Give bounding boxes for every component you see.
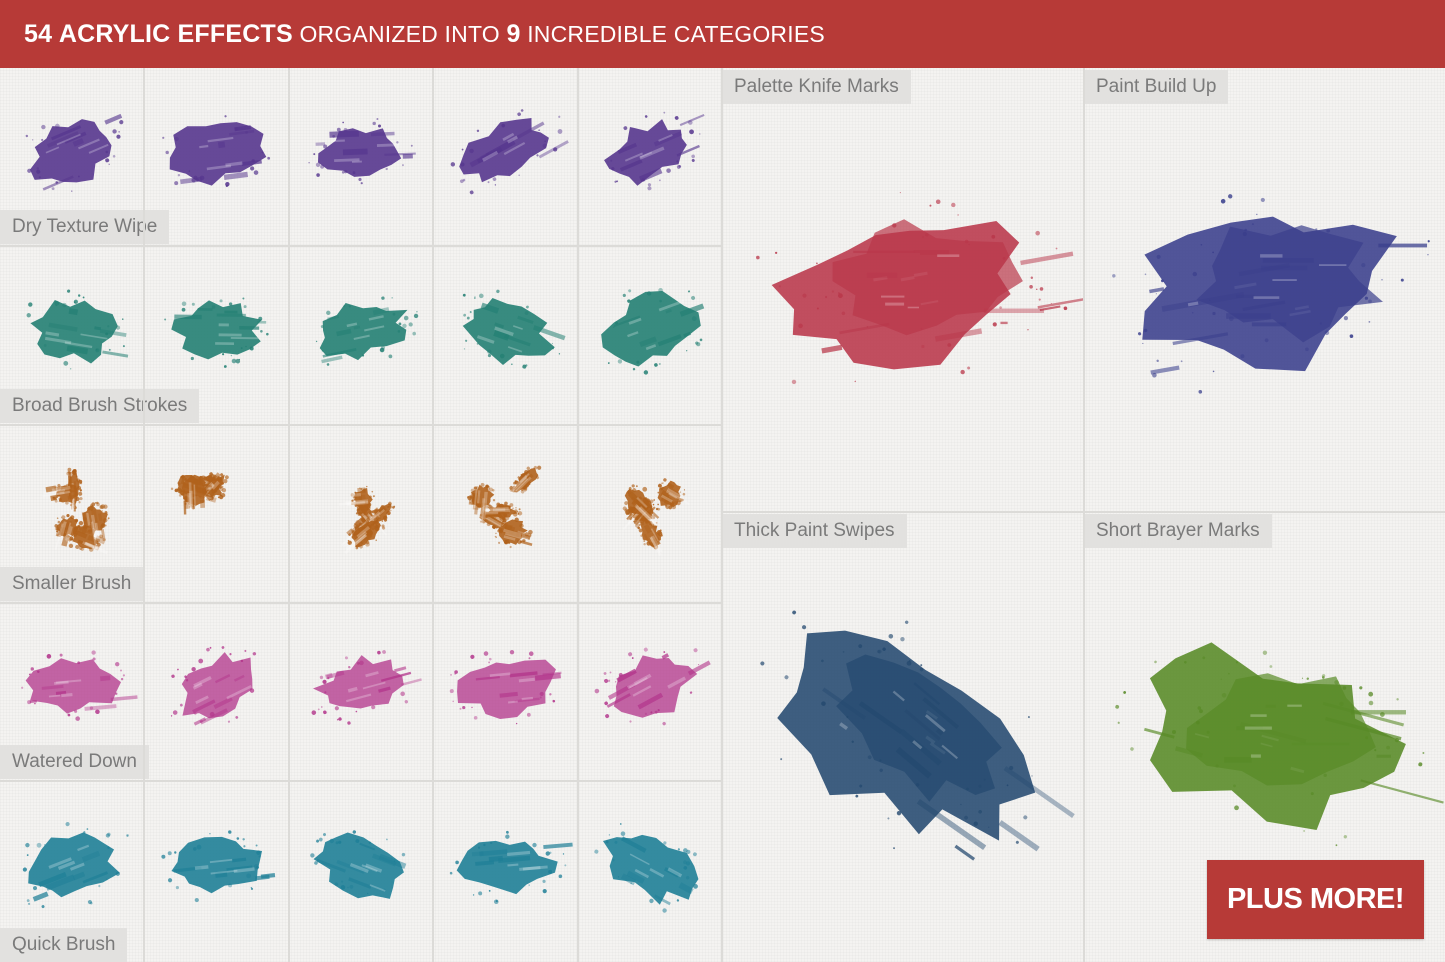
header-title: 54 ACRYLIC EFFECTS ORGANIZED INTO 9 INCR… — [24, 20, 825, 49]
effect-count: 54 — [24, 19, 53, 48]
grid-divider — [0, 602, 722, 604]
panel-label: Palette Knife Marks — [722, 70, 911, 104]
swatch-1-3 — [308, 118, 416, 185]
grid-divider — [1083, 68, 1085, 962]
swatch-4-4 — [449, 649, 562, 725]
panel-label: Thick Paint Swipes — [722, 514, 907, 548]
swatch-2-5 — [601, 287, 705, 375]
swatch-3-4 — [466, 465, 542, 549]
grid-divider — [577, 68, 579, 962]
swatch-5-3 — [310, 830, 407, 899]
swatch-1-2 — [162, 115, 271, 188]
plus-more-button[interactable]: PLUS MORE! — [1207, 860, 1424, 939]
swatch-2-4 — [462, 289, 566, 369]
swatch-3-1 — [42, 467, 110, 555]
swatch-canvas: Dry Texture Wipe Broad Brush Strokes Small… — [0, 68, 1445, 962]
panel-swatch-2 — [1112, 194, 1430, 394]
swatch-4-3 — [311, 650, 422, 725]
header-banner: 54 ACRYLIC EFFECTS ORGANIZED INTO 9 INCR… — [0, 0, 1445, 68]
category-label: Quick Brush — [0, 928, 128, 962]
swatch-1-4 — [450, 109, 569, 195]
grid-divider — [288, 68, 290, 962]
swatch-5-4 — [449, 830, 573, 905]
swatch-5-5 — [594, 823, 699, 913]
swatch-2-2 — [164, 297, 269, 368]
panel-label: Short Brayer Marks — [1084, 514, 1272, 548]
category-label: Watered Down — [0, 745, 149, 779]
swatch-3-2 — [170, 472, 229, 515]
category-count: 9 — [506, 19, 521, 48]
grid-divider — [0, 780, 722, 782]
grid-divider — [0, 245, 722, 247]
grid-divider — [143, 68, 145, 962]
swatch-3-5 — [622, 478, 690, 557]
panel-swatch-1 — [756, 191, 1084, 385]
swatch-5-1 — [22, 821, 129, 909]
title-mid: ORGANIZED INTO — [299, 20, 500, 47]
grid-divider — [721, 68, 723, 962]
swatch-4-5 — [594, 647, 711, 726]
title-bold: ACRYLIC EFFECTS — [58, 19, 293, 48]
category-label: Smaller Brush — [0, 567, 144, 601]
panel-swatch-3 — [760, 610, 1075, 861]
swatch-5-2 — [161, 830, 276, 903]
title-end: INCREDIBLE CATEGORIES — [527, 20, 825, 47]
panel-swatch-4 — [1115, 642, 1444, 847]
swatch-2-3 — [315, 296, 419, 366]
swatch-3-3 — [338, 485, 396, 555]
swatch-1-5 — [604, 111, 705, 191]
category-label: Dry Texture Wipe — [0, 210, 170, 244]
panel-label: Paint Build Up — [1084, 70, 1229, 104]
grid-divider — [432, 68, 434, 962]
grid-divider — [722, 511, 1445, 513]
swatch-1-1 — [25, 113, 124, 192]
swatch-4-1 — [21, 650, 138, 721]
swatch-2-1 — [26, 289, 129, 370]
category-label: Broad Brush Strokes — [0, 389, 200, 423]
grid-divider — [0, 424, 722, 426]
swatch-4-2 — [170, 646, 257, 726]
